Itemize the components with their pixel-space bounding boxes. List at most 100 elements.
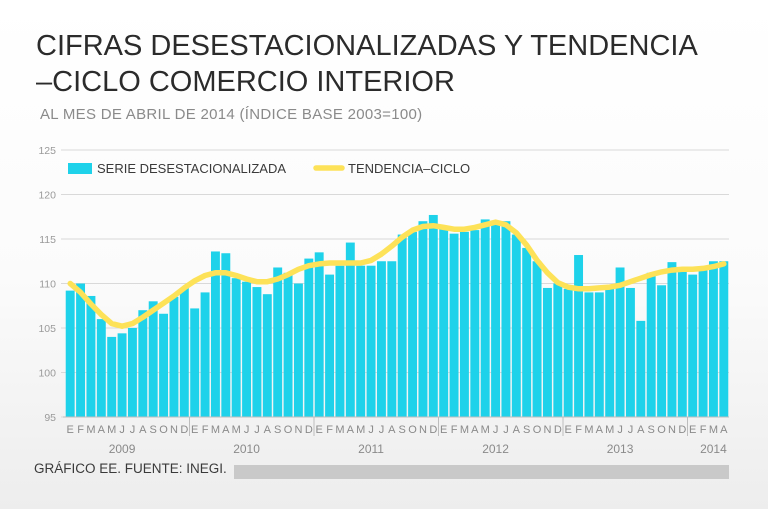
x-tick-label: M xyxy=(86,424,95,436)
y-tick-label: 100 xyxy=(38,368,56,380)
x-tick-label: M xyxy=(356,424,365,436)
x-tick-label: J xyxy=(503,424,509,436)
bar xyxy=(449,233,459,417)
bar xyxy=(491,221,501,417)
bar xyxy=(553,283,563,417)
bar xyxy=(522,247,532,417)
bar xyxy=(179,287,189,417)
chart-subtitle: AL MES DE ABRIL DE 2014 (ÍNDICE BASE 200… xyxy=(40,106,423,123)
bar xyxy=(470,230,480,417)
bar xyxy=(148,301,158,417)
x-tick-label: J xyxy=(379,424,385,436)
year-label: 2010 xyxy=(233,442,260,456)
x-tick-label: F xyxy=(326,424,333,436)
x-tick-label: F xyxy=(575,424,582,436)
y-tick-label: 110 xyxy=(39,279,56,291)
bar xyxy=(376,261,386,417)
x-tick-label: O xyxy=(284,424,293,436)
x-tick-label: D xyxy=(678,424,686,436)
x-tick-label: E xyxy=(191,424,198,436)
x-tick-label: S xyxy=(150,424,157,436)
y-tick-label: 115 xyxy=(39,234,56,246)
bar xyxy=(86,295,96,417)
x-tick-label: M xyxy=(107,424,116,436)
x-tick-label: A xyxy=(720,424,728,436)
bar xyxy=(615,267,625,417)
x-tick-label: N xyxy=(419,424,427,436)
y-tick-label: 105 xyxy=(38,323,56,335)
x-tick-label: E xyxy=(440,424,447,436)
trend-line xyxy=(67,219,727,329)
bar xyxy=(480,219,490,417)
x-tick-label: N xyxy=(170,424,178,436)
x-tick-label: M xyxy=(232,424,241,436)
x-tick-label: J xyxy=(493,424,499,436)
bar xyxy=(314,252,324,417)
y-tick-label: 120 xyxy=(38,190,56,202)
bar xyxy=(76,283,86,417)
bar xyxy=(293,283,303,417)
bar xyxy=(325,274,335,417)
x-tick-label: E xyxy=(689,424,696,436)
bar xyxy=(387,261,397,417)
x-tick-label: N xyxy=(543,424,551,436)
legend-label-bars: SERIE DESESTACIONALIZADA xyxy=(97,161,286,176)
x-tick-label: F xyxy=(202,424,209,436)
bar xyxy=(594,292,604,417)
bar xyxy=(677,267,687,417)
legend-swatch-bars xyxy=(68,163,92,174)
y-tick-label: 125 xyxy=(38,145,56,157)
bar xyxy=(169,296,179,417)
x-tick-label: A xyxy=(222,424,230,436)
x-tick-label: A xyxy=(471,424,479,436)
x-tick-label: O xyxy=(657,424,666,436)
x-tick-label: E xyxy=(316,424,323,436)
x-tick-label: O xyxy=(408,424,417,436)
bar xyxy=(356,265,366,417)
bar xyxy=(418,221,428,417)
x-tick-label: J xyxy=(130,424,136,436)
x-tick-label: S xyxy=(523,424,530,436)
bar xyxy=(221,253,231,417)
x-tick-label: M xyxy=(709,424,718,436)
bar xyxy=(107,336,117,417)
bar xyxy=(210,251,220,417)
bar xyxy=(252,287,262,417)
bar xyxy=(563,288,573,417)
bar xyxy=(625,287,635,417)
year-label: 2013 xyxy=(607,442,634,456)
x-tick-label: J xyxy=(628,424,634,436)
bar xyxy=(127,328,137,417)
bar xyxy=(636,320,646,417)
x-tick-label: M xyxy=(335,424,344,436)
bar xyxy=(231,278,241,417)
x-tick-label: S xyxy=(399,424,406,436)
source-credit: GRÁFICO EE. FUENTE: INEGI. xyxy=(34,461,227,476)
bar xyxy=(439,225,449,417)
x-tick-label: M xyxy=(584,424,593,436)
x-tick-label: M xyxy=(605,424,614,436)
bar xyxy=(605,287,615,417)
bar xyxy=(667,262,677,417)
year-label: 2012 xyxy=(482,442,509,456)
x-tick-label: S xyxy=(648,424,655,436)
x-tick-label: J xyxy=(368,424,374,436)
bar xyxy=(532,261,542,417)
bar xyxy=(708,261,718,417)
x-tick-label: O xyxy=(159,424,168,436)
bar xyxy=(96,319,106,417)
bar xyxy=(719,261,729,417)
x-tick-label: D xyxy=(305,424,313,436)
x-tick-label: D xyxy=(429,424,437,436)
x-tick-label: J xyxy=(119,424,125,436)
x-tick-label: F xyxy=(700,424,707,436)
x-tick-label: A xyxy=(513,424,521,436)
x-tick-label: E xyxy=(565,424,572,436)
x-tick-label: A xyxy=(347,424,355,436)
bar xyxy=(366,265,376,417)
x-tick-label: A xyxy=(98,424,106,436)
bar xyxy=(646,272,656,417)
x-tick-label: A xyxy=(264,424,272,436)
bar xyxy=(262,294,272,417)
